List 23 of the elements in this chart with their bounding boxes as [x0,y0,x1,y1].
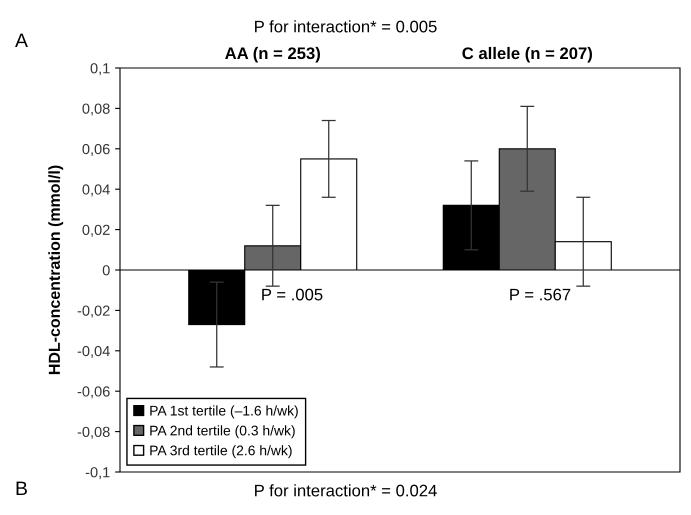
y-tick-label: 0,1 [90,63,110,76]
annotation: P = .005 [262,288,322,300]
y-tick-label: 0,08 [82,104,110,116]
y-tick-label: 0,06 [82,144,110,156]
y-tick-label: 0 [102,265,110,276]
y-tick-label: -0,02 [78,306,110,318]
legend-label: PA 1st tertile (–1.6 h/wk) [150,405,298,418]
text: P for interaction* = 0.024 [255,484,437,496]
annotation: P = .567 [510,288,570,300]
x-tick-label: C allele (n = 207) [462,46,592,62]
chart-title: P for interaction* = 0.005 [255,20,437,32]
x-tick-label: AA (n = 253) [225,46,320,62]
y-tick-label: -0,08 [78,426,110,439]
y-axis-title: HDL-concentration (mmol/l) [48,166,64,374]
y-tick-label: -0,06 [78,386,110,398]
text: A [15,34,28,48]
text: B [16,482,27,496]
y-tick-label: 0,02 [82,224,110,237]
y-tick-label: -0,1 [86,467,110,480]
legend-label: PA 3rd tertile (2.6 h/wk) [150,445,292,458]
y-tick-label: 0,04 [82,184,110,196]
legend-label: PA 2nd tertile (0.3 h/wk) [150,425,295,438]
y-tick-label: -0,04 [78,346,110,358]
